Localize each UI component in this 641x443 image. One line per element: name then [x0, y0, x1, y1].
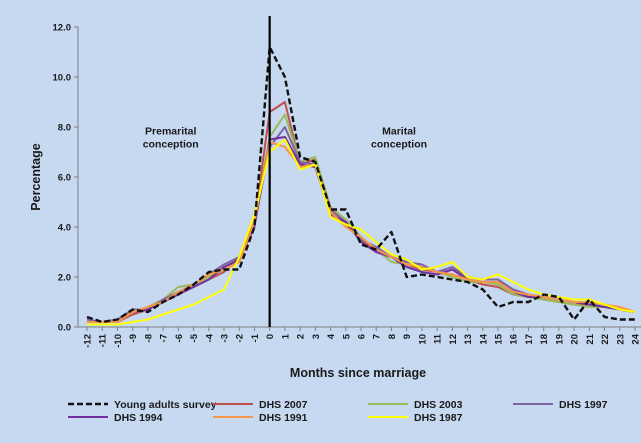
- x-tick-label: 14: [478, 333, 489, 344]
- x-tick-label: 16: [509, 334, 520, 345]
- annotation-label: Marital: [382, 126, 416, 138]
- x-tick-label: 13: [463, 334, 474, 345]
- series-line-dhs-1997: [86, 126, 636, 323]
- x-tick-label: 22: [600, 334, 611, 345]
- y-tick-label: 4.0: [58, 223, 71, 234]
- x-tick-label: -1: [250, 333, 261, 342]
- y-axis-title: Percentage: [29, 143, 43, 210]
- x-tick-label: 23: [615, 334, 626, 345]
- x-tick-label: -7: [159, 334, 170, 342]
- y-tick-label: 6.0: [58, 173, 71, 184]
- x-tick-label: 19: [554, 334, 565, 345]
- legend-label: DHS 1994: [114, 412, 163, 424]
- x-tick-label: -10: [113, 334, 124, 348]
- x-tick-label: 4: [326, 333, 337, 339]
- x-tick-label: -11: [98, 333, 109, 347]
- x-tick-label: 21: [585, 333, 596, 344]
- series-line-young-adults-survey: [86, 45, 635, 324]
- legend-label: DHS 1987: [414, 412, 463, 424]
- series-line-dhs-1991: [87, 141, 636, 323]
- x-tick-label: 0: [265, 334, 276, 339]
- x-tick-label: -6: [174, 334, 185, 342]
- x-tick-label: 15: [494, 333, 505, 344]
- x-tick-label: 11: [433, 333, 444, 344]
- annotation-label: Premarital: [145, 126, 196, 138]
- legend-label: DHS 2007: [259, 399, 308, 411]
- x-axis-title: Months since marriage: [290, 366, 426, 380]
- x-tick-label: 5: [341, 333, 352, 339]
- x-tick-label: -12: [83, 334, 94, 348]
- x-tick-label: 10: [417, 334, 428, 345]
- x-tick-label: 18: [539, 334, 550, 345]
- y-tick-label: 2.0: [58, 273, 71, 284]
- x-tick-label: 8: [387, 334, 398, 339]
- x-tick-label: 20: [570, 334, 581, 345]
- x-tick-label: -2: [235, 334, 246, 342]
- x-tick-label: -8: [143, 334, 154, 342]
- x-tick-label: -5: [189, 333, 200, 342]
- legend-label: DHS 1997: [559, 399, 608, 411]
- y-tick-label: 10.0: [53, 73, 72, 84]
- y-tick-label: 12.0: [53, 23, 72, 34]
- x-tick-label: 12: [448, 334, 459, 345]
- annotation-label: conception: [371, 139, 427, 151]
- x-tick-label: 6: [357, 334, 368, 339]
- annotation-label: conception: [143, 139, 199, 151]
- y-tick-label: 0.0: [58, 323, 71, 334]
- legend-label: DHS 1991: [259, 412, 308, 424]
- y-tick-label: 8.0: [58, 123, 71, 134]
- x-tick-label: -3: [220, 334, 231, 342]
- x-tick-label: 9: [402, 334, 413, 339]
- x-tick-label: 7: [372, 334, 383, 339]
- x-tick-label: 24: [631, 333, 641, 344]
- legend-label: DHS 2003: [414, 399, 463, 411]
- legend-label: Young adults survey: [114, 399, 217, 411]
- x-tick-label: 2: [296, 334, 307, 339]
- x-tick-label: 1: [280, 333, 291, 339]
- x-tick-label: -4: [204, 333, 215, 342]
- x-tick-label: 3: [311, 334, 322, 339]
- x-tick-label: -9: [128, 334, 139, 342]
- x-tick-label: 17: [524, 334, 535, 345]
